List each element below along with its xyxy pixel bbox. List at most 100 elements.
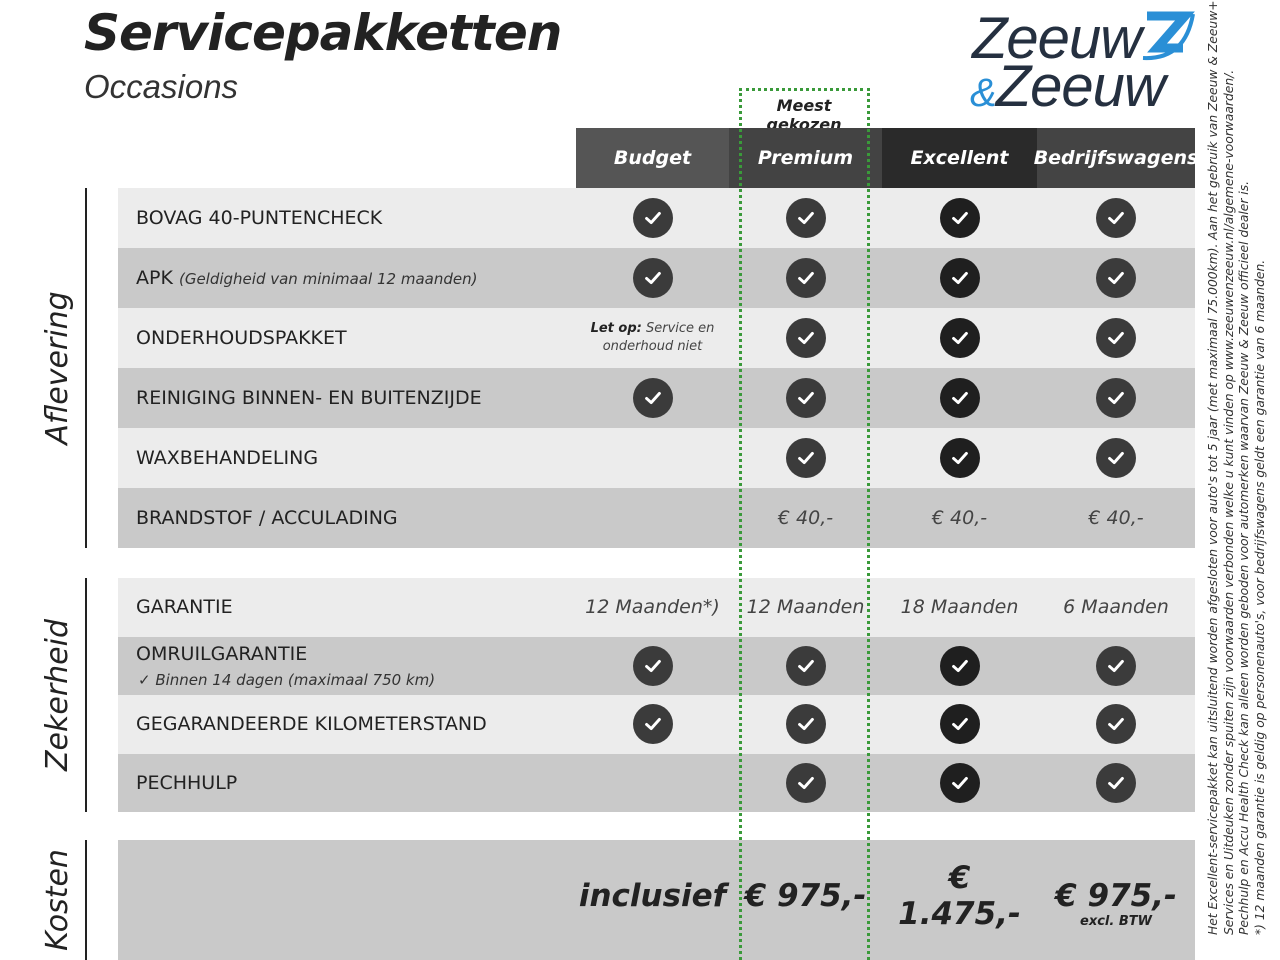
row-label: GARANTIE	[118, 578, 576, 637]
cell-premium	[729, 637, 882, 696]
cell-budget: Let op: Service en onderhoud niet	[576, 308, 729, 368]
cell-premium	[729, 754, 882, 813]
cell-value: 18 Maanden	[900, 596, 1019, 619]
cell-bedrijfswagens	[1037, 428, 1195, 488]
cell-value: 12 Maanden*)	[585, 596, 720, 619]
column-header-bedrijfswagens: Bedrijfswagens	[1034, 128, 1198, 188]
checkmark-icon	[951, 271, 968, 285]
price-row: inclusief € 975,- € 1.475,- € 975,- excl.…	[118, 840, 1195, 960]
page-title: Servicepakketten	[84, 4, 562, 62]
check-icon	[939, 438, 980, 478]
check-icon	[939, 258, 980, 298]
row-label: WAXBEHANDELING	[118, 428, 576, 488]
cell-budget	[576, 368, 729, 428]
table-row: WAXBEHANDELING	[118, 428, 1195, 488]
cell-bedrijfswagens	[1037, 695, 1195, 754]
price-value: inclusief	[578, 877, 727, 914]
cell-excellent	[882, 695, 1037, 754]
cell-budget	[576, 428, 729, 488]
checkmark-icon	[951, 718, 968, 731]
check-icon	[1096, 762, 1136, 803]
checkmark-icon	[797, 451, 814, 465]
let-op-note: Let op: Service en onderhoud niet	[576, 320, 729, 356]
check-icon	[939, 318, 980, 358]
check-icon	[1096, 258, 1136, 298]
cell-value: 6 Maanden	[1063, 596, 1169, 619]
check-icon	[939, 378, 980, 418]
cell-value: € 40,-	[931, 507, 988, 529]
row-label-text: PECHHULP	[136, 771, 238, 794]
table-row: ONDERHOUDSPAKKET Let op: Service en onder…	[118, 308, 1195, 368]
column-header-budget: Budget	[576, 128, 729, 188]
checkmark-icon	[644, 211, 661, 225]
check-icon	[1096, 198, 1136, 238]
check-icon	[632, 704, 673, 745]
checkmark-icon	[1108, 211, 1124, 225]
price-value: € 1.475,-	[898, 859, 1021, 932]
check-icon	[1096, 378, 1136, 418]
row-note: (Geldigheid van minimaal 12 maanden)	[178, 270, 478, 288]
check-icon	[785, 318, 826, 358]
cell-bedrijfswagens	[1037, 637, 1195, 696]
cell-excellent	[882, 248, 1037, 308]
table-row: APK (Geldigheid van minimaal 12 maanden)	[118, 248, 1195, 308]
price-value: € 975,-	[1055, 877, 1177, 914]
checkmark-icon	[1108, 659, 1124, 672]
row-label: OMRUILGARANTIE ✓ Binnen 14 dagen (maximaa…	[118, 637, 576, 696]
row-label: ONDERHOUDSPAKKET	[118, 308, 576, 368]
checkmark-icon	[951, 776, 968, 789]
cell-excellent	[882, 637, 1037, 696]
row-subnote: ✓ Binnen 14 dagen (maximaal 750 km)	[138, 670, 436, 689]
check-icon	[939, 704, 980, 745]
section-label-zekerheid: Zekerheid	[40, 618, 75, 772]
cell-bedrijfswagens: 6 Maanden	[1037, 578, 1195, 637]
let-op-text: Service en onderhoud niet	[602, 321, 715, 354]
checkmark-icon	[797, 659, 814, 672]
price-premium: € 975,-	[729, 840, 882, 960]
cell-value: 12 Maanden	[746, 596, 865, 619]
checkmark-icon	[797, 718, 814, 731]
section-label-aflevering: Aflevering	[40, 291, 75, 445]
row-label-text: APK	[136, 267, 173, 289]
check-icon	[785, 438, 826, 478]
cell-value: € 40,-	[777, 507, 834, 529]
cell-excellent	[882, 368, 1037, 428]
cell-bedrijfswagens	[1037, 754, 1195, 813]
column-header-premium: Premium	[729, 128, 882, 188]
cell-premium	[729, 248, 882, 308]
checkmark-icon	[644, 718, 661, 731]
checkmark-icon	[951, 211, 968, 225]
cell-budget: 12 Maanden*)	[576, 578, 729, 637]
check-icon	[632, 258, 673, 298]
row-label: PECHHULP	[118, 754, 576, 813]
check-icon	[785, 704, 826, 745]
check-icon	[1096, 645, 1136, 686]
page-subtitle: Occasions	[84, 68, 239, 105]
price-excellent: € 1.475,-	[882, 840, 1037, 960]
row-label	[118, 840, 576, 960]
price-budget: inclusief	[576, 840, 729, 960]
table-row: OMRUILGARANTIE ✓ Binnen 14 dagen (maximaa…	[118, 636, 1195, 696]
footnote-line: *) 12 maanden garantie is geldig op pers…	[1252, 259, 1267, 935]
table-row: PECHHULP	[118, 753, 1195, 813]
check-icon	[632, 378, 673, 418]
row-label: BOVAG 40-PUNTENCHECK	[118, 188, 576, 248]
cell-premium	[729, 188, 882, 248]
cell-excellent	[882, 308, 1037, 368]
checkmark-icon	[951, 391, 968, 405]
checkmark-icon	[797, 331, 814, 345]
cell-value: € 40,-	[1088, 507, 1144, 529]
check-icon	[785, 762, 826, 803]
cell-excellent	[882, 754, 1037, 813]
price-note: excl. BTW	[1080, 913, 1152, 929]
section-divider	[85, 578, 87, 812]
cell-premium	[729, 368, 882, 428]
checkmark-icon	[1108, 391, 1124, 405]
cell-budget	[576, 637, 729, 696]
check-icon	[939, 762, 980, 803]
row-label-text: OMRUILGARANTIE	[136, 642, 308, 665]
cell-budget	[576, 488, 729, 548]
footnote-line: Pechhulp en Accu Health Check kan alleen…	[1237, 180, 1251, 935]
row-label: APK (Geldigheid van minimaal 12 maanden)	[118, 248, 576, 308]
row-label-text: REINIGING BINNEN- EN BUITENZIJDE	[136, 387, 482, 409]
